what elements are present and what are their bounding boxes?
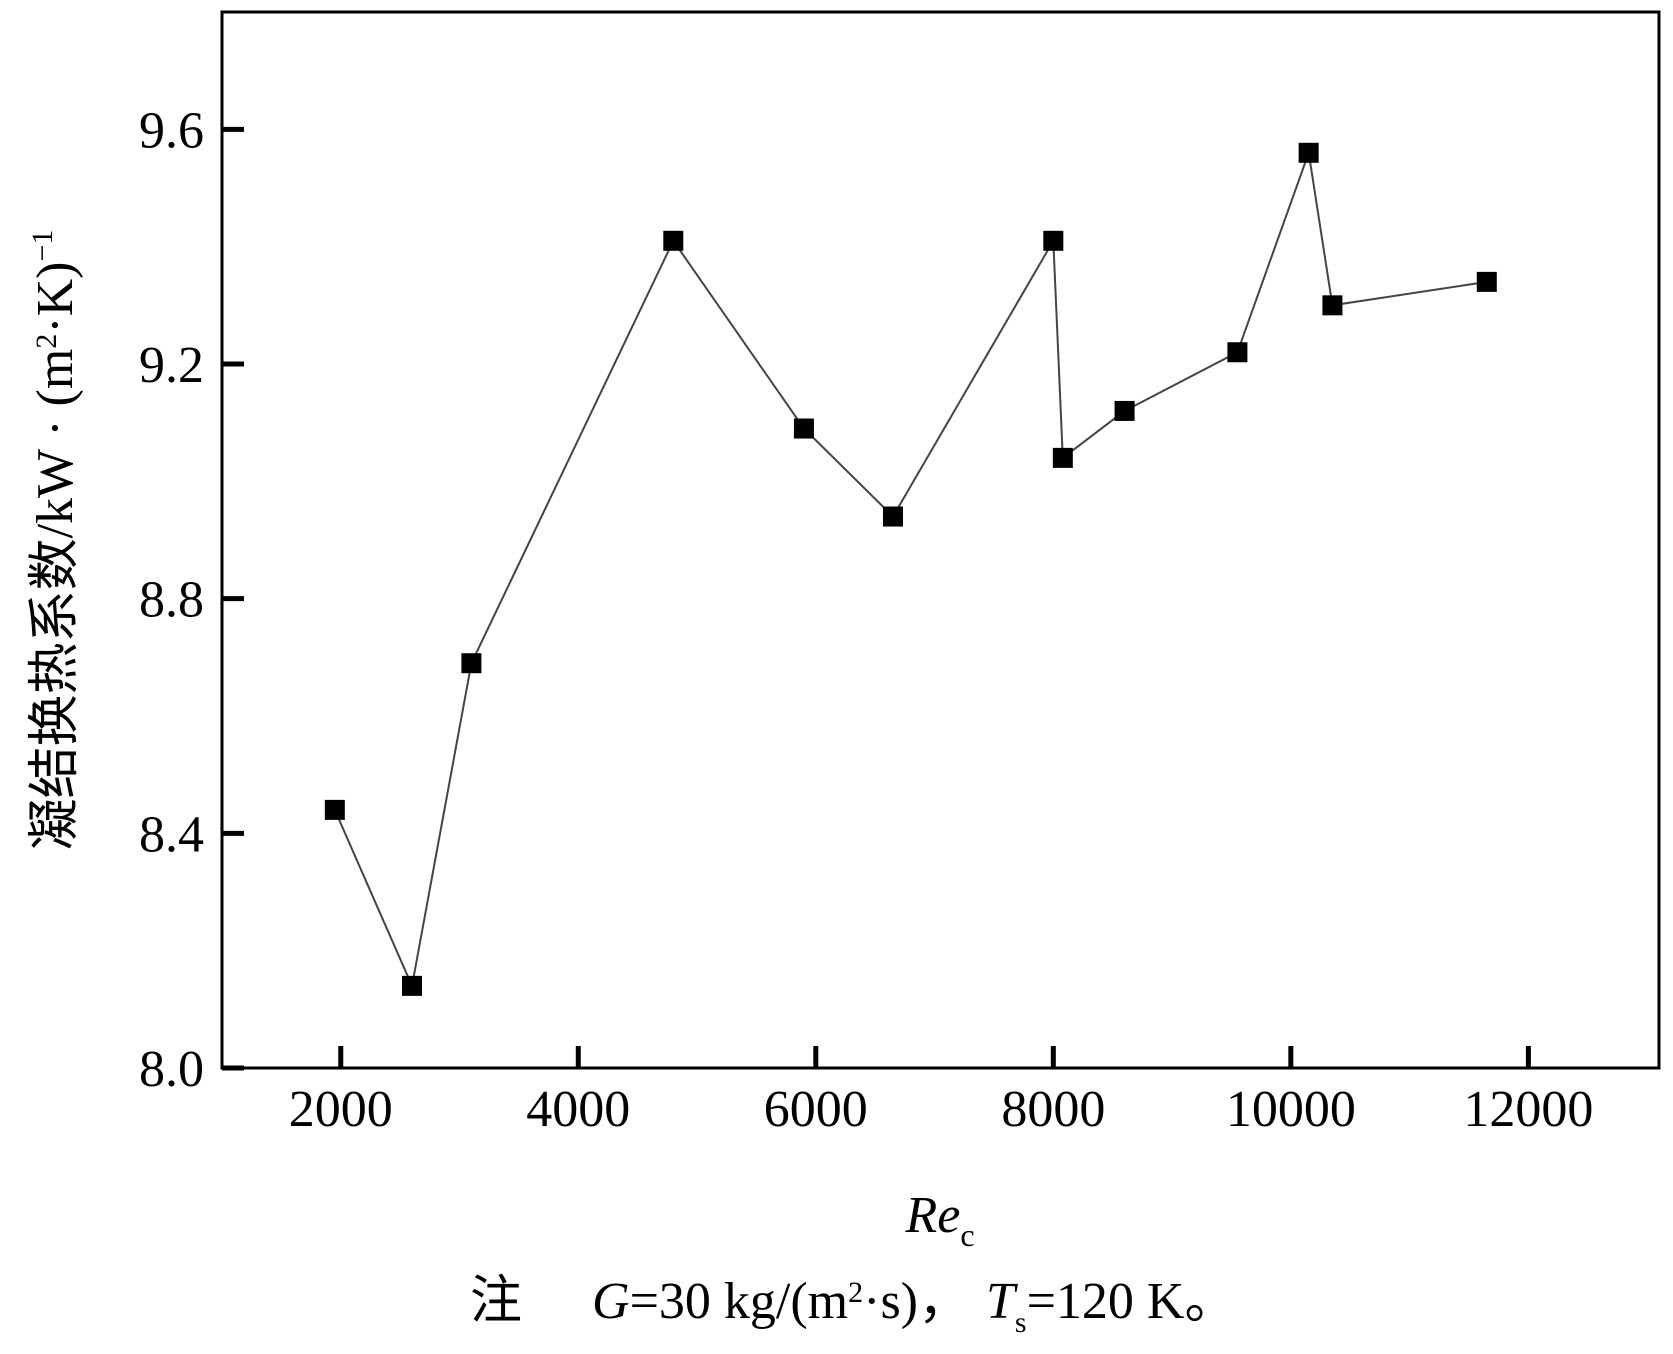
x-tick-label: 10000 [1226, 1081, 1356, 1138]
y-tick-label: 8.4 [139, 806, 204, 863]
data-point-marker [1476, 271, 1497, 292]
x-tick-label: 12000 [1463, 1081, 1593, 1138]
series-lines [333, 152, 1487, 990]
x-tick-label: 6000 [764, 1081, 868, 1138]
data-point-marker [1052, 447, 1073, 468]
data-point-marker [461, 653, 482, 674]
data-point-marker [882, 506, 903, 527]
axis-ticks: 2000 4000 6000 8000 10000 12000 8.0 8.4 8.8 9.2 9.… [139, 102, 1593, 1138]
chart-note: 注 G=30 kg/(m2·s)， Ts=120 K。 [470, 1273, 1237, 1339]
data-point-marker [1114, 400, 1135, 421]
data-point-marker [1322, 295, 1343, 316]
data-point-marker [1298, 142, 1319, 163]
y-tick-label: 8.0 [139, 1041, 204, 1098]
y-tick-label: 8.8 [139, 572, 204, 629]
data-point-marker [1227, 342, 1248, 363]
y-axis-label: 凝结换热系数/kW · (m2·K)−1 [26, 230, 84, 851]
data-point-marker [402, 975, 423, 996]
data-point-marker [324, 799, 345, 820]
x-tick-label: 4000 [526, 1081, 630, 1138]
data-markers [324, 142, 1497, 996]
data-point-marker [663, 230, 684, 251]
y-tick-label: 9.2 [139, 337, 204, 394]
x-tick-label: 8000 [1001, 1081, 1105, 1138]
y-tick-label: 9.6 [139, 102, 204, 159]
x-tick-label: 2000 [289, 1081, 393, 1138]
data-point-marker [1043, 230, 1064, 251]
x-axis-label: Rec [904, 1187, 974, 1253]
data-point-marker [793, 418, 814, 439]
plot-frame [220, 10, 1661, 1070]
series-line [333, 152, 1487, 990]
